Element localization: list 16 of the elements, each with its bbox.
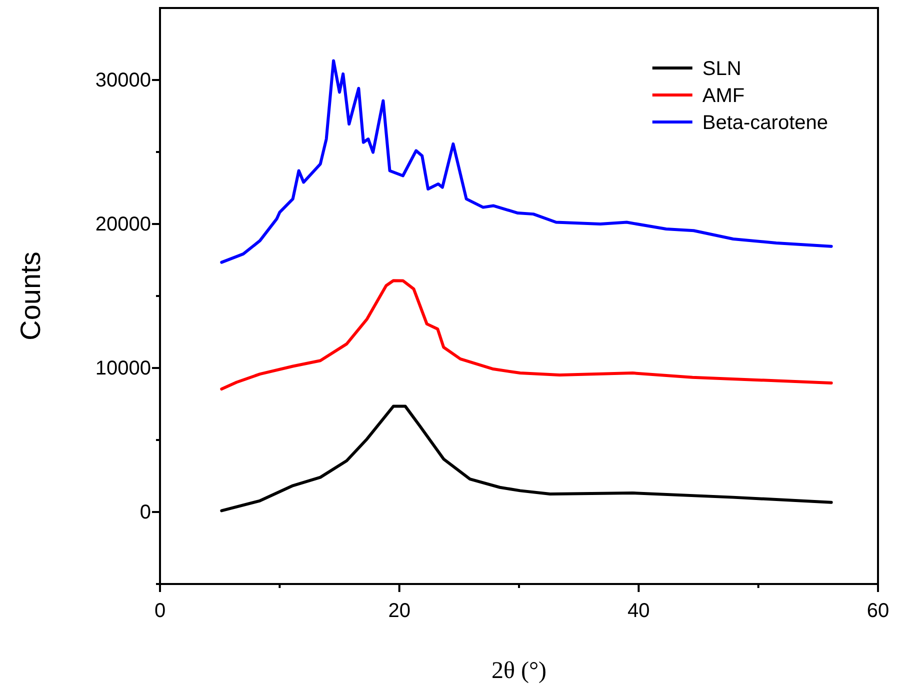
x-tick-label: 0 [154, 600, 166, 622]
legend-label: SLN [702, 58, 742, 80]
line-series [220, 59, 833, 264]
line-series [220, 279, 833, 391]
y-axis-title: Counts [15, 252, 46, 340]
x-tick-label: 60 [866, 600, 890, 622]
line-series [220, 404, 833, 512]
y-tick-label: 0 [140, 501, 151, 524]
y-tick-label: 20000 [95, 213, 151, 236]
x-tick-label: 40 [628, 600, 650, 622]
y-tick-label: 10000 [95, 357, 151, 380]
legend-label: AMF [702, 85, 745, 107]
x-axis-title: 2θ (°) [491, 658, 547, 684]
y-tick-label: 30000 [95, 69, 151, 92]
x-tick-label: 20 [388, 600, 410, 622]
legend-label: Beta-carotene [702, 112, 828, 134]
